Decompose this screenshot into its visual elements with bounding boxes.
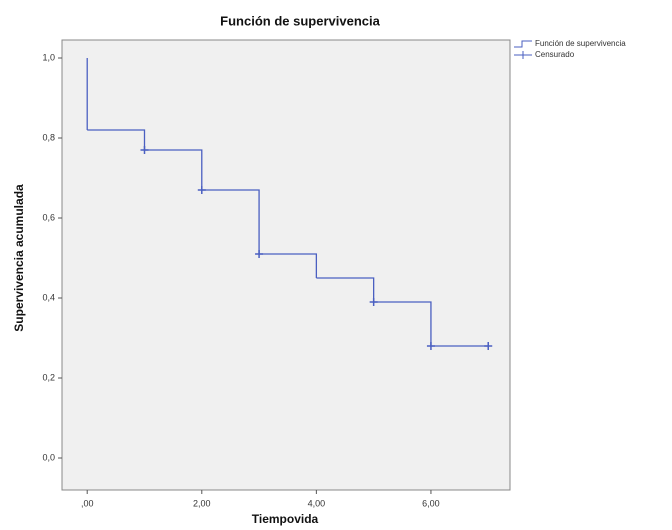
x-tick-label: 2,00 xyxy=(193,498,211,508)
censored-marker xyxy=(197,186,206,194)
censored-marker xyxy=(255,250,264,258)
plot-area xyxy=(61,39,511,491)
y-tick-label: 0,0 xyxy=(42,452,55,462)
chart-title: Función de supervivencia xyxy=(220,13,380,28)
legend-label: Función de supervivencia xyxy=(535,39,626,48)
y-tick-label: 0,4 xyxy=(42,292,55,302)
survival-step xyxy=(373,301,432,346)
legend-symbol xyxy=(514,51,532,59)
censored-marker xyxy=(369,298,378,306)
y-tick-label: 0,2 xyxy=(42,372,55,382)
legend-symbol xyxy=(514,40,532,48)
y-axis-label: Supervivencia acumulada xyxy=(12,184,26,332)
censored-marker xyxy=(140,146,149,154)
survival-step xyxy=(201,189,260,254)
legend-label: Censurado xyxy=(535,50,575,59)
x-tick-label: ,00 xyxy=(81,498,94,508)
x-tick-label: 4,00 xyxy=(308,498,326,508)
survival-step xyxy=(259,253,318,278)
survival-step xyxy=(87,129,146,150)
x-axis-label: Tiempovida xyxy=(252,512,319,526)
y-tick-label: 0,6 xyxy=(42,212,55,222)
survival-step xyxy=(316,277,375,302)
y-tick-label: 1,0 xyxy=(42,52,55,62)
y-tick-label: 0,8 xyxy=(42,132,55,142)
censored-marker xyxy=(426,342,435,350)
censored-marker xyxy=(484,342,493,350)
x-tick-label: 6,00 xyxy=(422,498,440,508)
survival-step xyxy=(144,149,203,190)
